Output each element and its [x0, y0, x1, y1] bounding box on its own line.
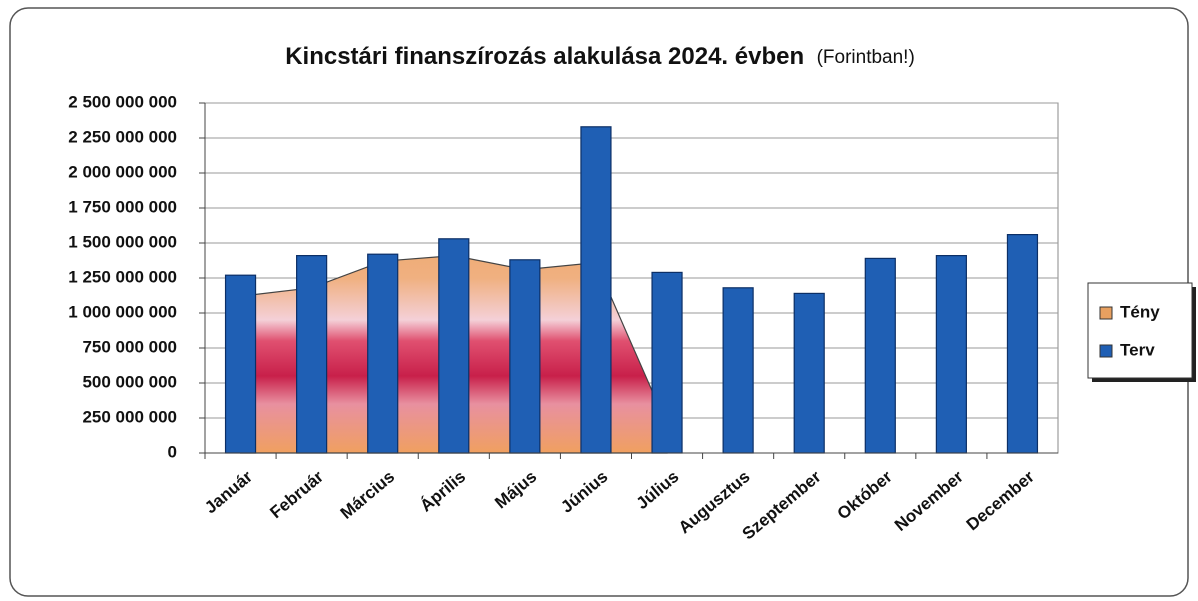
bar	[438, 238, 470, 454]
bar	[1006, 234, 1039, 454]
legend-label: Terv	[1120, 340, 1155, 359]
bar	[296, 255, 328, 454]
bar	[864, 257, 896, 454]
legend-box	[1087, 282, 1193, 379]
y-tick-label: 1 500 000 000	[68, 232, 177, 251]
legend-swatch	[1099, 306, 1113, 320]
y-tick-label: 250 000 000	[82, 407, 177, 426]
legend-label: Tény	[1120, 302, 1160, 321]
y-tick-label: 2 000 000 000	[68, 162, 177, 181]
bar-layer	[224, 126, 1039, 454]
chart-title: Kincstári finanszírozás alakulása 2024. …	[285, 43, 804, 70]
y-tick-label: 2 250 000 000	[68, 127, 177, 146]
bar	[722, 287, 754, 454]
bar	[793, 292, 825, 454]
y-tick-label: 500 000 000	[82, 372, 177, 391]
y-tick-label: 1 000 000 000	[68, 302, 177, 321]
y-tick-label: 2 500 000 000	[68, 92, 177, 111]
y-tick-label: 1 250 000 000	[68, 267, 177, 286]
legend-swatch	[1099, 344, 1113, 358]
legend: Tény Terv	[1087, 282, 1196, 382]
bar	[224, 274, 257, 454]
bar	[509, 259, 541, 454]
y-tick-label: 1 750 000 000	[68, 197, 177, 216]
chart-title-group: Kincstári finanszírozás alakulása 2024. …	[285, 43, 915, 70]
chart-subtitle: (Forintban!)	[817, 47, 915, 68]
bar	[935, 255, 967, 454]
bar	[580, 126, 612, 454]
y-tick-label: 0	[168, 442, 177, 461]
y-tick-label: 750 000 000	[82, 337, 177, 356]
bar	[367, 253, 399, 454]
bar	[651, 271, 683, 454]
